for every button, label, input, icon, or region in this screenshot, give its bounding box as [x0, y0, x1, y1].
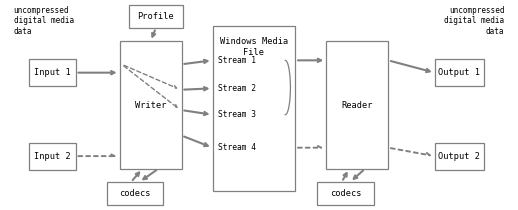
Text: Reader: Reader — [341, 101, 373, 109]
Text: Profile: Profile — [138, 12, 175, 21]
Bar — [29, 143, 76, 170]
Text: Windows Media
File: Windows Media File — [220, 37, 288, 57]
Bar — [107, 182, 163, 205]
Bar — [318, 182, 374, 205]
Text: Stream 4: Stream 4 — [218, 143, 256, 152]
Bar — [435, 59, 484, 86]
Text: Input 1: Input 1 — [34, 68, 71, 77]
Bar — [120, 41, 181, 169]
Text: codecs: codecs — [330, 189, 362, 198]
Bar — [435, 143, 484, 170]
Bar — [326, 41, 388, 169]
Text: Writer: Writer — [135, 101, 166, 109]
Text: Output 2: Output 2 — [438, 152, 480, 161]
Bar — [129, 5, 183, 28]
Text: uncompressed
digital media
data: uncompressed digital media data — [13, 6, 74, 36]
Text: uncompressed
digital media
data: uncompressed digital media data — [444, 6, 505, 36]
Text: Output 1: Output 1 — [438, 68, 480, 77]
Text: Stream 1: Stream 1 — [218, 56, 256, 65]
Text: codecs: codecs — [119, 189, 151, 198]
Bar — [212, 26, 295, 190]
Text: Stream 3: Stream 3 — [218, 110, 256, 119]
Text: Stream 2: Stream 2 — [218, 84, 256, 93]
Text: Input 2: Input 2 — [34, 152, 71, 161]
Bar — [29, 59, 76, 86]
